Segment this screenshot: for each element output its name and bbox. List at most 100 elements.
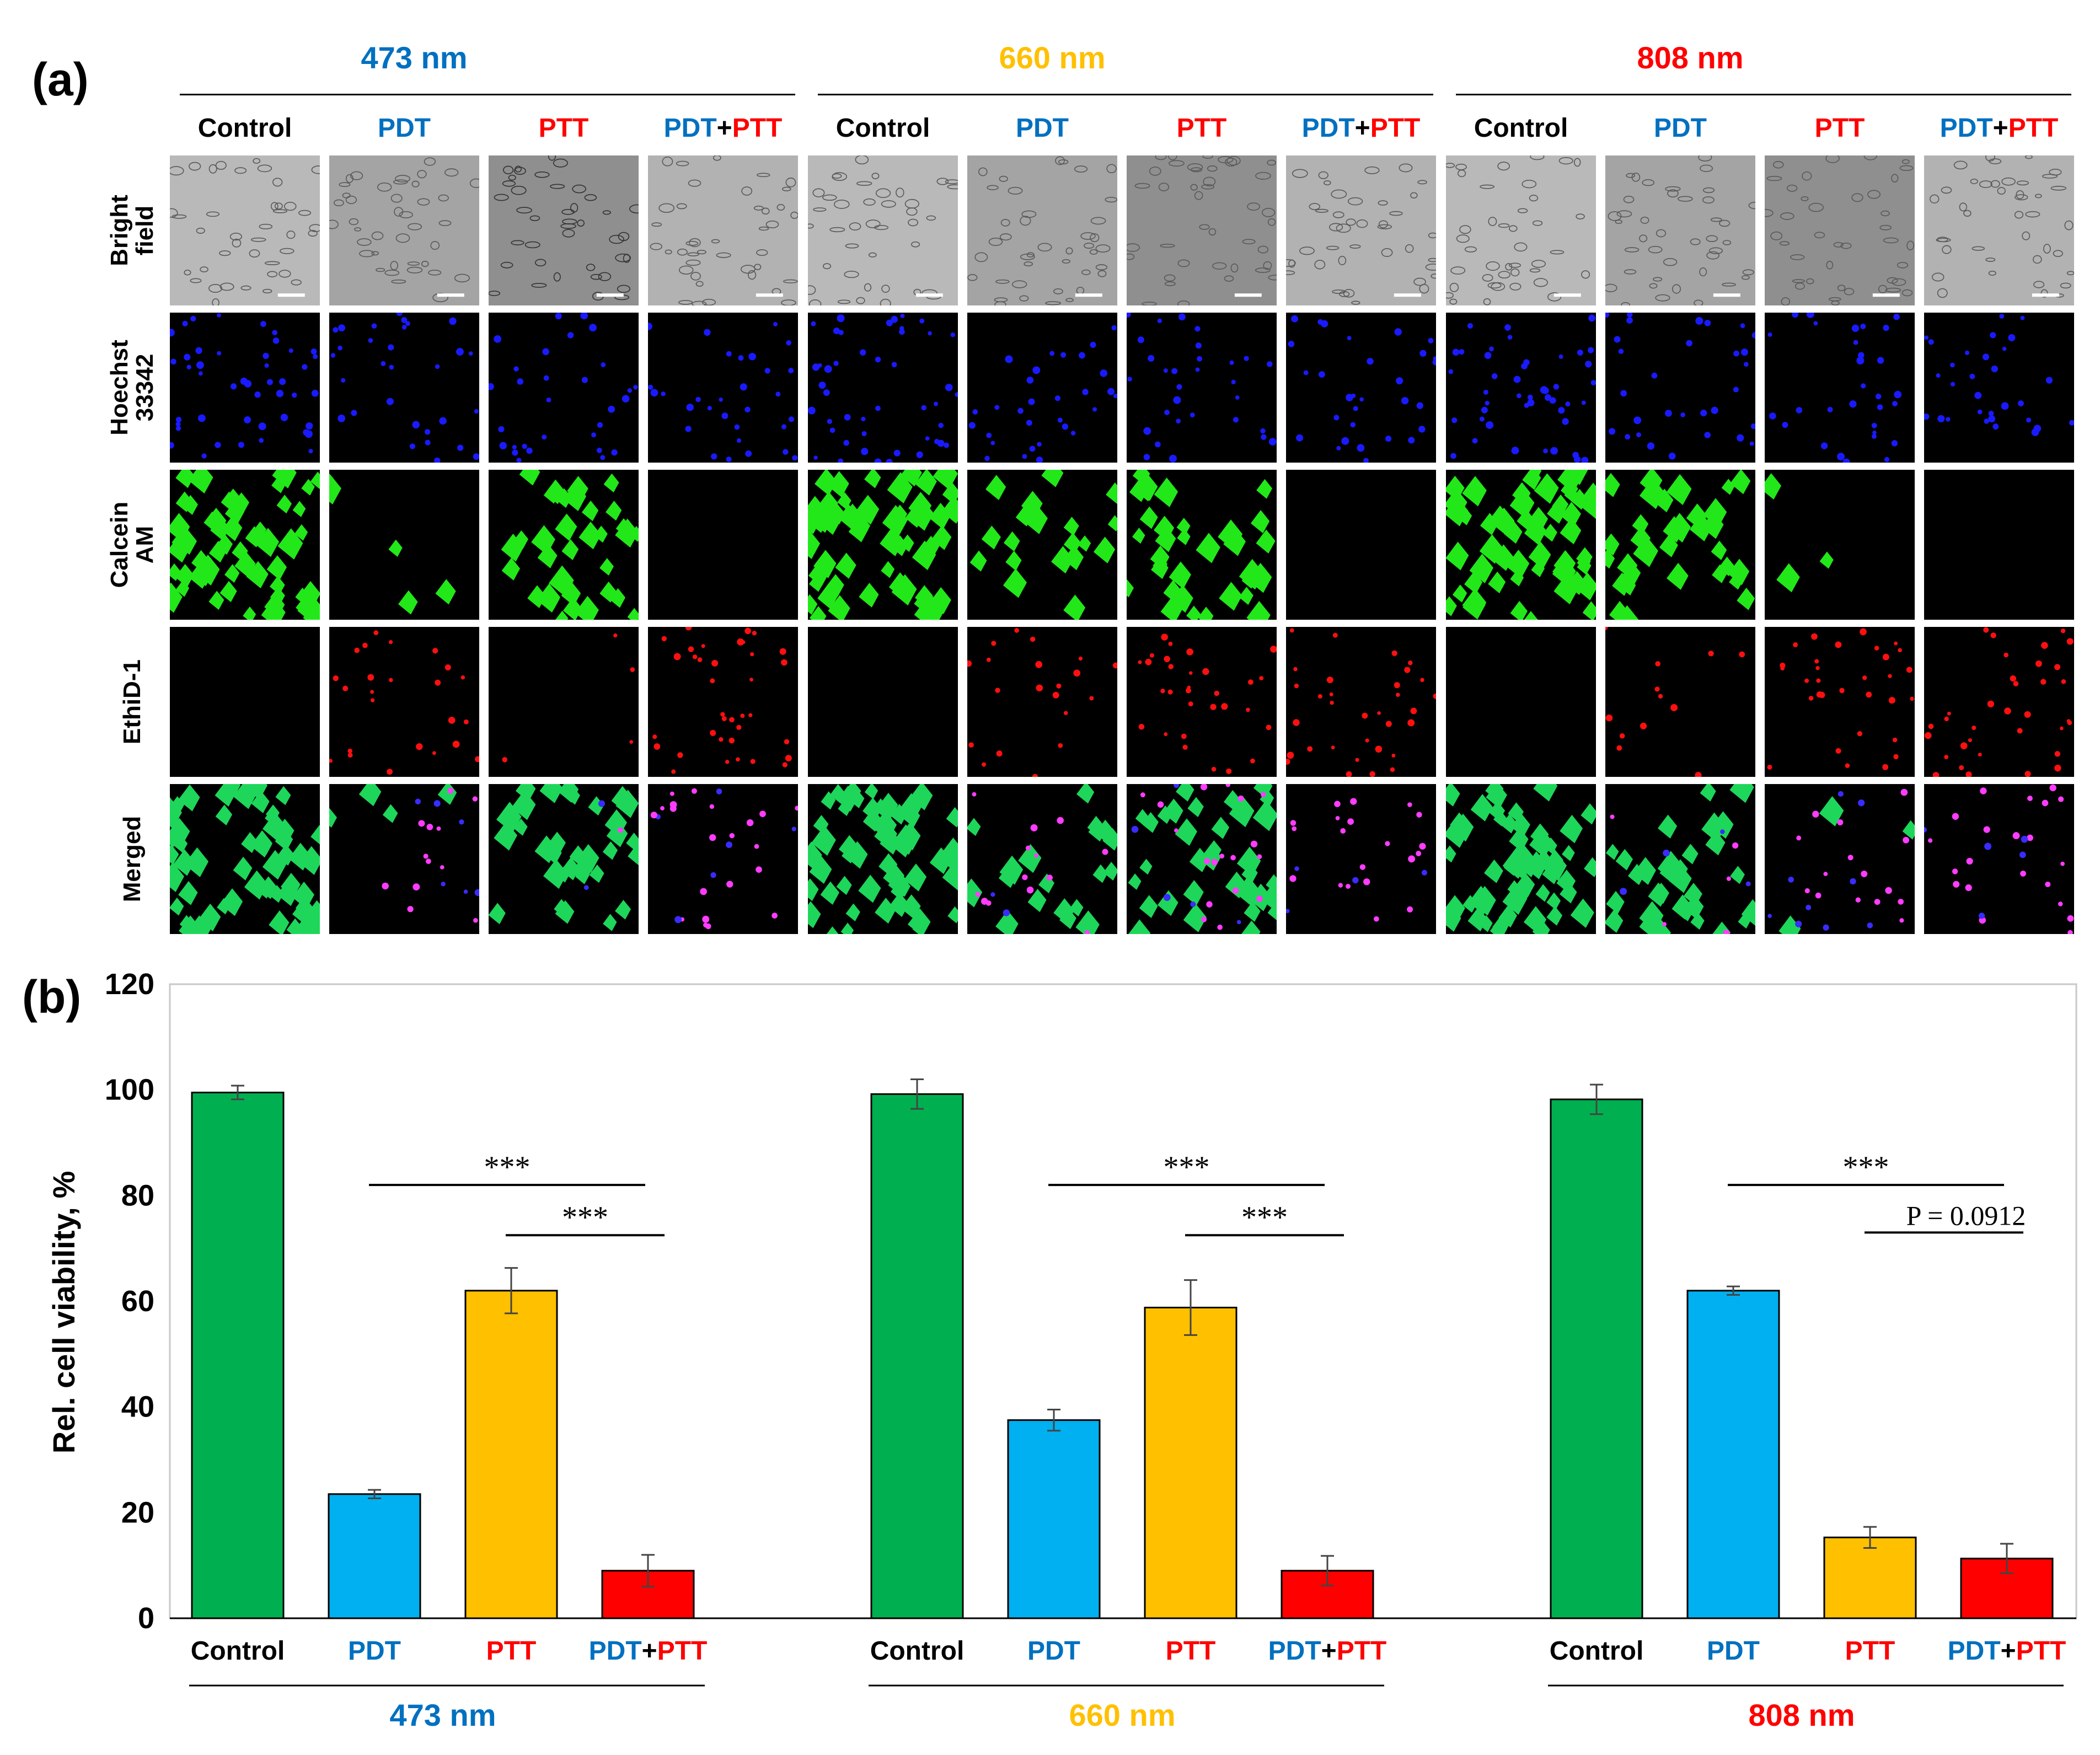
column-header-ptt: PTT bbox=[481, 113, 646, 143]
x-tick-label: PDT+PTT bbox=[1268, 1636, 1387, 1666]
micrograph-merged bbox=[329, 784, 479, 934]
bar-ptt bbox=[464, 1290, 558, 1619]
micrograph-green bbox=[648, 470, 798, 620]
micrograph-green bbox=[808, 470, 958, 620]
column-header-part: PTT bbox=[538, 114, 589, 143]
column-header-ptt: PTT bbox=[1757, 113, 1922, 143]
significance-label: *** bbox=[1164, 1150, 1210, 1184]
x-tick-part: PTT bbox=[657, 1636, 708, 1666]
wavelength-header: 660 nm bbox=[999, 40, 1106, 75]
column-header-part: + bbox=[1992, 114, 2008, 143]
significance-label: *** bbox=[1843, 1150, 1889, 1184]
micrograph-blue bbox=[1446, 313, 1596, 463]
column-header-pdt-ptt: PDT+PTT bbox=[1278, 113, 1444, 143]
micrograph-green bbox=[329, 470, 479, 620]
micrograph-blue bbox=[1286, 313, 1436, 463]
x-tick-label: PDT+PTT bbox=[1948, 1636, 2066, 1666]
micrograph-green bbox=[1446, 470, 1596, 620]
micrograph-merged bbox=[1924, 784, 2074, 934]
column-header-part: PDT bbox=[1301, 114, 1355, 143]
micrograph-bright bbox=[648, 155, 798, 305]
micrograph-bright bbox=[1924, 155, 2074, 305]
micrograph-blue bbox=[1765, 313, 1915, 463]
micrograph-red bbox=[1924, 627, 2074, 777]
micrograph-blue bbox=[1605, 313, 1755, 463]
micrograph-bright bbox=[489, 155, 639, 305]
y-tick-label: 120 bbox=[105, 968, 154, 1001]
micrograph-merged bbox=[648, 784, 798, 934]
micrograph-bright bbox=[170, 155, 320, 305]
micrograph-red bbox=[489, 627, 639, 777]
group-label: 808 nm bbox=[1749, 1698, 1855, 1732]
micrograph-bright bbox=[1765, 155, 1915, 305]
micrograph-bright bbox=[808, 155, 958, 305]
column-header-pdt-ptt: PDT+PTT bbox=[1916, 113, 2082, 143]
micrograph-blue bbox=[648, 313, 798, 463]
micrograph-bright bbox=[1127, 155, 1277, 305]
micrograph-merged bbox=[489, 784, 639, 934]
group-label: 473 nm bbox=[390, 1698, 496, 1732]
column-header-control: Control bbox=[1438, 113, 1604, 143]
wavelength-header: 808 nm bbox=[1637, 40, 1744, 75]
y-tick-label: 20 bbox=[121, 1496, 154, 1529]
micrograph-merged bbox=[1605, 784, 1755, 934]
micrograph-green bbox=[1765, 470, 1915, 620]
x-tick-part: + bbox=[1321, 1636, 1337, 1666]
x-tick-part: PTT bbox=[2016, 1636, 2066, 1666]
micrograph-red bbox=[329, 627, 479, 777]
group-label: 660 nm bbox=[1069, 1698, 1176, 1732]
micrograph-blue bbox=[489, 313, 639, 463]
significance-label: *** bbox=[484, 1150, 531, 1184]
micrograph-green bbox=[1924, 470, 2074, 620]
column-header-part: PDT bbox=[1016, 114, 1069, 143]
column-header-part: Control bbox=[835, 114, 930, 143]
y-tick-label: 100 bbox=[105, 1074, 154, 1107]
micrograph-red bbox=[170, 627, 320, 777]
column-header-part: PTT bbox=[732, 114, 783, 143]
significance-label: *** bbox=[1241, 1200, 1288, 1235]
micrograph-red bbox=[1286, 627, 1436, 777]
x-tick-label: PTT bbox=[1845, 1636, 1895, 1666]
micrograph-red bbox=[808, 627, 958, 777]
micrograph-bright bbox=[1286, 155, 1436, 305]
panel-a-label: (a) bbox=[32, 53, 89, 105]
micrograph-red bbox=[1605, 627, 1755, 777]
micrograph-merged bbox=[1765, 784, 1915, 934]
micrograph-green bbox=[489, 470, 639, 620]
micrograph-merged bbox=[1446, 784, 1596, 934]
column-header-pdt-ptt: PDT+PTT bbox=[640, 113, 806, 143]
micrograph-green bbox=[1286, 470, 1436, 620]
column-header-part: PTT bbox=[2008, 114, 2059, 143]
micrograph-merged bbox=[1286, 784, 1436, 934]
column-header-control: Control bbox=[162, 113, 328, 143]
micrograph-green bbox=[1605, 470, 1755, 620]
micrograph-bright bbox=[1605, 155, 1755, 305]
micrograph-blue bbox=[808, 313, 958, 463]
bar-pdt bbox=[1686, 1290, 1780, 1619]
micrograph-green bbox=[170, 470, 320, 620]
micrograph-red bbox=[648, 627, 798, 777]
bar-pdt bbox=[328, 1493, 421, 1619]
micrograph-merged bbox=[967, 784, 1117, 934]
y-tick-label: 80 bbox=[121, 1179, 154, 1212]
x-tick-label: Control bbox=[1550, 1636, 1644, 1666]
micrograph-red bbox=[1127, 627, 1277, 777]
bar-ptt bbox=[1823, 1536, 1917, 1619]
column-header-part: PDT bbox=[1654, 114, 1707, 143]
x-tick-label: PDT bbox=[1027, 1636, 1080, 1666]
wavelength-underline bbox=[1456, 94, 2071, 95]
column-header-control: Control bbox=[800, 113, 966, 143]
column-header-part: + bbox=[1354, 114, 1370, 143]
micrograph-bright bbox=[329, 155, 479, 305]
bar-ptt bbox=[1144, 1307, 1238, 1619]
column-header-part: Control bbox=[197, 114, 292, 143]
significance-label: *** bbox=[562, 1200, 608, 1235]
micrograph-red bbox=[1765, 627, 1915, 777]
y-tick-label: 0 bbox=[138, 1602, 154, 1635]
significance-label: P = 0.0912 bbox=[1906, 1200, 2026, 1231]
x-tick-part: PDT bbox=[589, 1636, 642, 1666]
micrograph-green bbox=[967, 470, 1117, 620]
micrograph-merged bbox=[1127, 784, 1277, 934]
wavelength-underline bbox=[180, 94, 795, 95]
column-header-pdt: PDT bbox=[1598, 113, 1763, 143]
